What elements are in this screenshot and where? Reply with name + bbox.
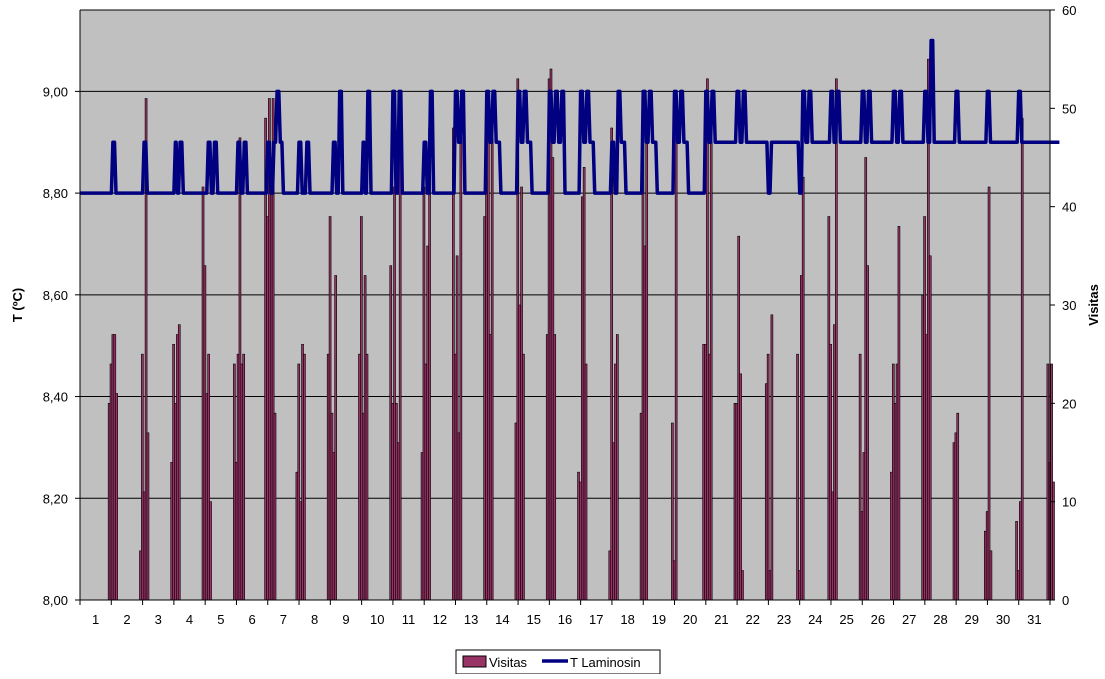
visitas-bar (209, 501, 212, 601)
x-tick-label: 6 (248, 612, 255, 627)
right-tick-label: 10 (1062, 495, 1076, 510)
left-tick-label: 8,20 (43, 491, 68, 506)
right-tick-label: 0 (1062, 593, 1069, 608)
x-tick-label: 16 (558, 612, 572, 627)
x-tick-label: 8 (311, 612, 318, 627)
x-tick-label: 9 (342, 612, 349, 627)
x-tick-labels: 1 2 3 4 5 6 7 8 9 10 11 12 13 14 15 16 17 18 19 20 21 22 23 24 2… (92, 612, 1042, 627)
right-tick-labels: 0 10 20 30 40 50 60 (1050, 3, 1076, 608)
left-tick-label: 8,40 (43, 390, 68, 405)
x-tick-label: 5 (217, 612, 224, 627)
left-axis-title: T (ºC) (10, 288, 25, 322)
x-tick-label: 31 (1027, 612, 1041, 627)
visitas-bar (741, 570, 744, 601)
x-tick-label: 19 (652, 612, 666, 627)
legend-swatch-visitas (462, 655, 487, 668)
visitas-bar (146, 432, 150, 601)
x-tick-label: 22 (746, 612, 760, 627)
visitas-bar (428, 127, 431, 601)
x-tick-label: 10 (370, 612, 384, 627)
left-tick-labels: 8,00 8,20 8,40 8,60 8,80 9,00 (43, 84, 80, 608)
x-tick-label: 15 (526, 612, 540, 627)
visitas-bar (928, 255, 932, 601)
visitas-bar (522, 353, 525, 601)
x-tick-label: 3 (155, 612, 162, 627)
x-tick-label: 28 (933, 612, 947, 627)
visitas-bar (709, 137, 713, 601)
visitas-bar (796, 353, 799, 601)
visitas-bar (956, 412, 960, 601)
visitas-bar (801, 176, 805, 601)
right-axis-title: Visitas (1086, 284, 1101, 326)
visitas-bar (365, 353, 369, 601)
left-tick-label: 9,00 (43, 84, 68, 99)
visitas-bar (770, 314, 774, 601)
x-tick-label: 7 (280, 612, 287, 627)
visitas-bar (273, 412, 277, 601)
x-tick-label: 30 (996, 612, 1010, 627)
x-tick-label: 24 (808, 612, 822, 627)
right-tick-label: 30 (1062, 298, 1076, 313)
t-laminosin-line (80, 38, 1060, 195)
visitas-bar (459, 137, 463, 601)
visitas-bar (115, 393, 118, 601)
visitas-bar (766, 353, 770, 601)
visitas-bar (645, 137, 649, 601)
legend-label-t-laminosin: T Laminosin (570, 655, 641, 670)
right-tick-label: 40 (1062, 200, 1076, 215)
visitas-bar (242, 353, 246, 601)
visitas-bar (398, 127, 402, 601)
visitas-bar (177, 324, 181, 601)
visitas-bar (897, 226, 901, 601)
x-tick-label: 2 (123, 612, 130, 627)
visitas-bar (866, 265, 869, 601)
left-tick-label: 8,80 (43, 186, 68, 201)
x-tick-label: 12 (433, 612, 447, 627)
x-tick-label: 23 (777, 612, 791, 627)
x-tick-label: 20 (683, 612, 697, 627)
right-tick-label: 50 (1062, 101, 1076, 116)
visitas-bar (616, 334, 619, 601)
x-tick-label: 14 (495, 612, 509, 627)
x-tick-label: 29 (965, 612, 979, 627)
visitas-bar (334, 275, 338, 601)
x-tick-label: 17 (589, 612, 603, 627)
x-tick-label: 25 (839, 612, 853, 627)
visitas-bar (1052, 481, 1055, 601)
visitas-bar (1020, 117, 1024, 601)
visitas-bar (303, 353, 306, 601)
visitas-bar (490, 137, 494, 601)
visitas-bar (584, 363, 588, 601)
x-tick-label: 13 (464, 612, 478, 627)
x-tick-label: 26 (871, 612, 885, 627)
visitas-bar (835, 78, 838, 601)
x-tick-label: 4 (186, 612, 193, 627)
left-tick-label: 8,00 (43, 593, 68, 608)
x-tick-label: 11 (402, 612, 416, 627)
visitas-bar (674, 137, 678, 601)
x-tick-label: 27 (902, 612, 916, 627)
legend: Visitas T Laminosin (455, 649, 661, 675)
x-tick-label: 21 (714, 612, 728, 627)
legend-label-visitas: Visitas (489, 655, 528, 670)
right-tick-label: 20 (1062, 396, 1076, 411)
right-tick-label: 60 (1062, 3, 1076, 18)
left-tick-label: 8,60 (43, 288, 68, 303)
visitas-bar (987, 186, 991, 601)
visitas-bar (553, 334, 557, 601)
visitas-bar (989, 550, 993, 601)
x-tick-label: 18 (620, 612, 634, 627)
visitas-bar (739, 373, 742, 601)
x-tick-label: 1 (92, 612, 99, 627)
